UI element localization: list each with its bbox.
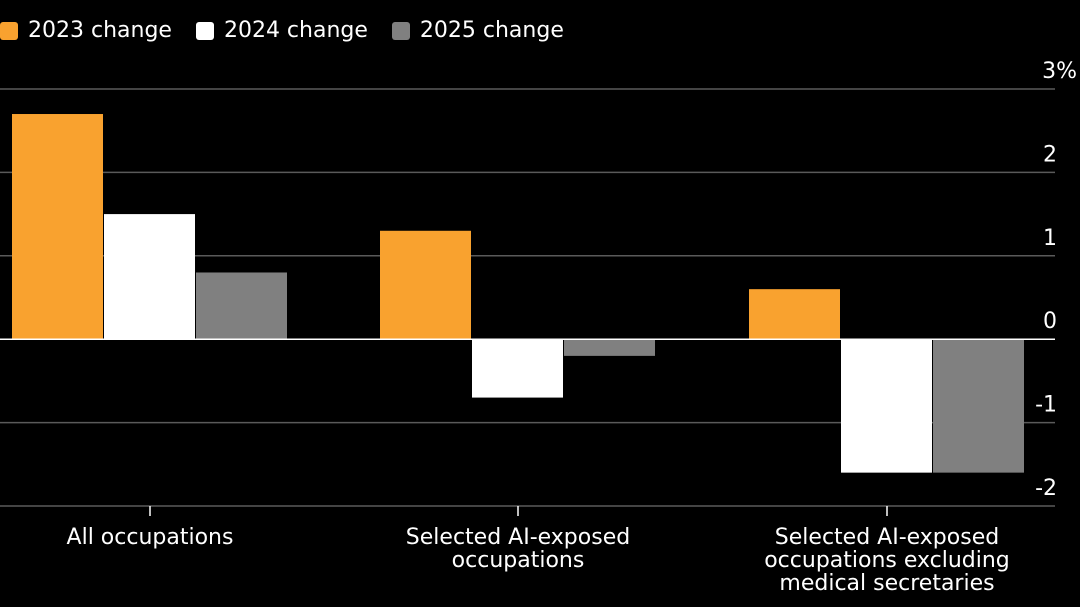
bar-2024-cat1 xyxy=(472,339,563,398)
legend-swatch-2023 xyxy=(0,22,18,40)
legend-item-2025: 2025 change xyxy=(391,16,564,46)
category-label: occupations excluding xyxy=(764,548,1010,573)
bar-2024-cat2 xyxy=(841,339,932,473)
category-label: All occupations xyxy=(67,525,234,550)
category-label: Selected AI-exposed xyxy=(775,525,999,550)
bar-2023-cat0 xyxy=(12,114,103,340)
bar-2023-cat1 xyxy=(380,230,471,340)
y-tick-label: 3% xyxy=(1042,59,1077,84)
legend-label-2023: 2023 change xyxy=(28,18,172,43)
bar-2025-cat0 xyxy=(196,272,287,340)
y-tick-label: -1 xyxy=(1035,393,1057,418)
category-label: occupations xyxy=(452,548,585,573)
legend-item-2024: 2024 change xyxy=(195,16,368,46)
y-tick-label: 0 xyxy=(1043,309,1057,334)
legend-item-2023: 2023 change xyxy=(0,16,172,46)
category-label: medical secretaries xyxy=(779,571,994,596)
legend-swatch-2025 xyxy=(391,22,410,40)
category-label: Selected AI-exposed xyxy=(406,525,630,550)
legend-swatch-2024 xyxy=(195,22,214,40)
y-tick-label: -2 xyxy=(1035,476,1057,501)
y-tick-label: 2 xyxy=(1043,142,1057,167)
legend: 2023 change 2024 change 2025 change xyxy=(0,16,564,46)
legend-label-2025: 2025 change xyxy=(419,18,564,43)
y-tick-label: 1 xyxy=(1043,226,1057,251)
bar-2025-cat2 xyxy=(933,339,1024,473)
bar-2023-cat2 xyxy=(749,289,840,340)
bar-2024-cat0 xyxy=(104,214,195,340)
legend-label-2024: 2024 change xyxy=(223,18,368,43)
bar-2025-cat1 xyxy=(564,339,655,356)
